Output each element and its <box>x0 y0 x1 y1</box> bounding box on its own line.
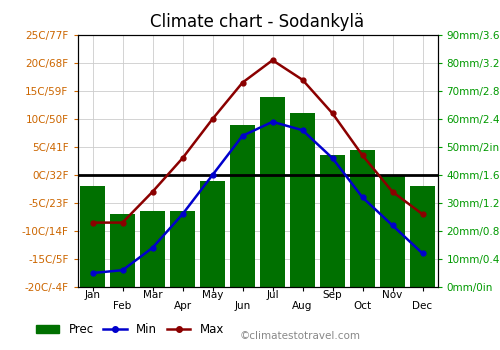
Bar <box>200 181 225 287</box>
Bar <box>320 155 345 287</box>
Text: Feb: Feb <box>114 301 132 311</box>
Title: Climate chart - Sodankylä: Climate chart - Sodankylä <box>150 13 364 31</box>
Text: ©climatestotravel.com: ©climatestotravel.com <box>240 331 361 341</box>
Text: Dec: Dec <box>412 301 432 311</box>
Bar <box>260 97 285 287</box>
Bar <box>230 125 256 287</box>
Bar <box>410 186 435 287</box>
Text: Aug: Aug <box>292 301 312 311</box>
Bar <box>350 150 375 287</box>
Bar <box>380 175 405 287</box>
Bar <box>290 113 316 287</box>
Legend: Prec, Min, Max: Prec, Min, Max <box>31 318 229 341</box>
Bar <box>110 214 135 287</box>
Text: Jun: Jun <box>234 301 250 311</box>
Text: Nov: Nov <box>382 290 402 300</box>
Bar <box>80 186 105 287</box>
Bar <box>170 211 195 287</box>
Bar <box>140 211 165 287</box>
Text: Apr: Apr <box>174 301 192 311</box>
Text: Mar: Mar <box>142 290 163 300</box>
Text: Jul: Jul <box>266 290 279 300</box>
Text: Jan: Jan <box>84 290 100 300</box>
Text: Sep: Sep <box>322 290 342 300</box>
Text: May: May <box>202 290 223 300</box>
Text: Oct: Oct <box>354 301 372 311</box>
